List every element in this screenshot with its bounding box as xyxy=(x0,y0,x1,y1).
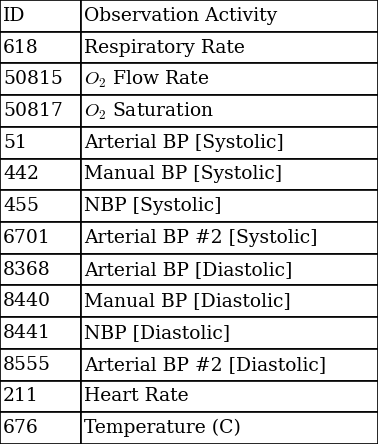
Text: 455: 455 xyxy=(3,197,39,215)
Text: Observation Activity: Observation Activity xyxy=(84,7,277,25)
Text: 8368: 8368 xyxy=(3,261,51,278)
Text: 8441: 8441 xyxy=(3,324,51,342)
Bar xyxy=(81,95,378,127)
Text: Arterial BP #2 [Diastolic]: Arterial BP #2 [Diastolic] xyxy=(84,356,327,374)
Bar xyxy=(0,349,81,381)
Text: 50815: 50815 xyxy=(3,70,63,88)
Text: $O_2$ Saturation: $O_2$ Saturation xyxy=(84,100,214,122)
Text: 8555: 8555 xyxy=(3,356,51,374)
Bar xyxy=(0,412,81,444)
Bar xyxy=(0,63,81,95)
Text: Respiratory Rate: Respiratory Rate xyxy=(84,39,245,56)
Bar xyxy=(0,285,81,317)
Text: NBP [Diastolic]: NBP [Diastolic] xyxy=(84,324,231,342)
Bar xyxy=(0,222,81,254)
Bar xyxy=(81,63,378,95)
Bar xyxy=(0,32,81,63)
Text: 618: 618 xyxy=(3,39,39,56)
Text: 211: 211 xyxy=(3,388,39,405)
Text: 6701: 6701 xyxy=(3,229,51,247)
Bar xyxy=(0,190,81,222)
Text: ID: ID xyxy=(3,7,26,25)
Bar xyxy=(81,0,378,32)
Bar xyxy=(81,317,378,349)
Bar xyxy=(0,95,81,127)
Text: NBP [Systolic]: NBP [Systolic] xyxy=(84,197,222,215)
Bar xyxy=(0,0,81,32)
Bar xyxy=(0,127,81,159)
Bar xyxy=(81,222,378,254)
Text: Manual BP [Systolic]: Manual BP [Systolic] xyxy=(84,166,282,183)
Bar xyxy=(81,412,378,444)
Bar xyxy=(81,190,378,222)
Text: Arterial BP [Diastolic]: Arterial BP [Diastolic] xyxy=(84,261,293,278)
Bar xyxy=(81,32,378,63)
Text: 442: 442 xyxy=(3,166,39,183)
Bar xyxy=(0,381,81,412)
Text: Manual BP [Diastolic]: Manual BP [Diastolic] xyxy=(84,292,291,310)
Bar xyxy=(81,381,378,412)
Bar xyxy=(81,159,378,190)
Text: 50817: 50817 xyxy=(3,102,63,120)
Bar xyxy=(81,127,378,159)
Bar xyxy=(0,254,81,285)
Text: 51: 51 xyxy=(3,134,27,152)
Bar xyxy=(81,254,378,285)
Text: Arterial BP [Systolic]: Arterial BP [Systolic] xyxy=(84,134,284,152)
Text: 676: 676 xyxy=(3,419,39,437)
Bar xyxy=(81,349,378,381)
Text: Heart Rate: Heart Rate xyxy=(84,388,189,405)
Bar xyxy=(81,285,378,317)
Text: $O_2$ Flow Rate: $O_2$ Flow Rate xyxy=(84,69,209,90)
Text: 8440: 8440 xyxy=(3,292,51,310)
Bar xyxy=(0,159,81,190)
Text: Arterial BP #2 [Systolic]: Arterial BP #2 [Systolic] xyxy=(84,229,318,247)
Text: Temperature (C): Temperature (C) xyxy=(84,419,241,437)
Bar xyxy=(0,317,81,349)
